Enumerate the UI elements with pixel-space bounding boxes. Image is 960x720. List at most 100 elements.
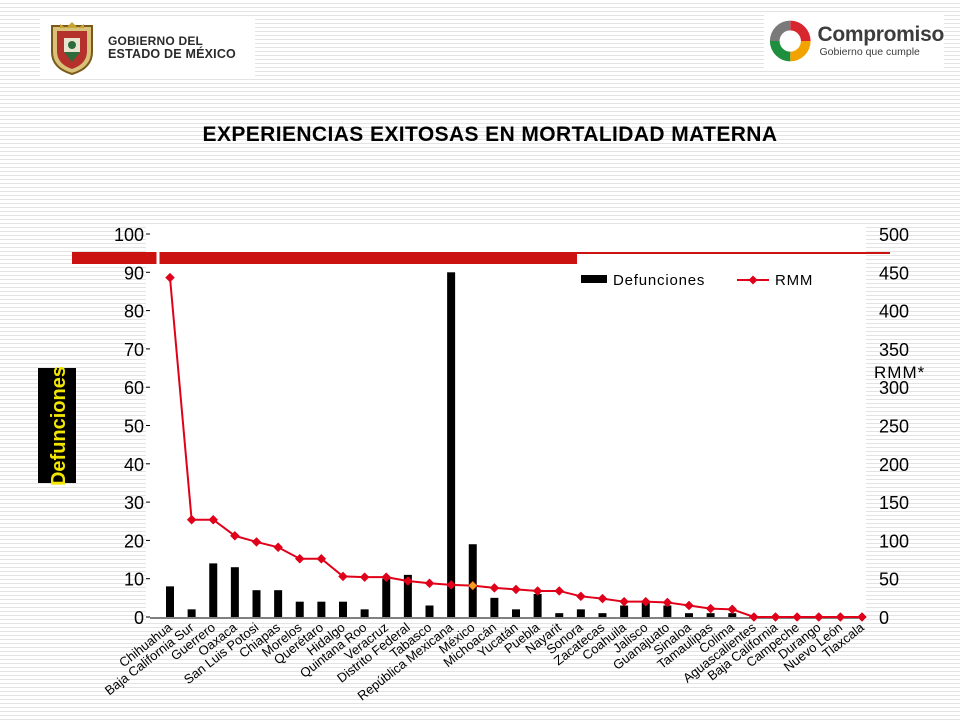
left-tick-label: 40 <box>124 455 144 475</box>
bar-defunciones-5 <box>274 590 283 617</box>
bar-defunciones-9 <box>360 609 369 617</box>
left-axis-title-box <box>38 368 76 483</box>
compromiso-logo: Compromiso Gobierno que cumple <box>764 12 944 70</box>
bar-defunciones-8 <box>339 601 347 617</box>
bar-defunciones-2 <box>209 563 218 617</box>
left-tick-label: 50 <box>124 417 144 437</box>
gov-logo-line2: ESTADO DE MÉXICO <box>108 46 236 61</box>
marker-rmm-25 <box>705 603 716 614</box>
right-tick-label: 100 <box>879 531 909 551</box>
right-tick-label: 500 <box>879 225 909 245</box>
bar-defunciones-0 <box>166 586 174 617</box>
marker-rmm-26 <box>727 604 738 615</box>
bar-defunciones-18 <box>555 613 564 617</box>
legend-swatch-rmm-marker <box>748 275 758 285</box>
right-tick-label: 450 <box>879 263 909 283</box>
bar-defunciones-12 <box>425 605 434 617</box>
marker-rmm-24 <box>684 600 694 611</box>
bar-defunciones-13 <box>447 272 456 617</box>
marker-rmm-1 <box>186 514 197 525</box>
left-axis-title: Defunciones <box>48 366 70 486</box>
marker-rmm-6 <box>294 553 305 564</box>
left-tick-label: 30 <box>124 493 144 513</box>
bar-defunciones-10 <box>382 578 391 617</box>
bar-defunciones-25 <box>706 613 715 617</box>
marker-rmm-13 <box>446 579 456 590</box>
gov-logo-line1: GOBIERNO DEL <box>108 33 204 48</box>
right-tick-label: 400 <box>879 302 909 322</box>
legend-box <box>577 270 832 290</box>
bar-defunciones-15 <box>490 597 499 617</box>
accent-band-thin <box>577 252 890 254</box>
marker-rmm-11 <box>403 576 413 586</box>
bar-defunciones-7 <box>317 601 326 617</box>
brand-name: Compromiso <box>817 23 944 47</box>
compromiso-swirl-icon <box>769 20 811 62</box>
marker-rmm-17 <box>532 586 543 596</box>
bar-defunciones-26 <box>728 613 737 617</box>
marker-rmm-27 <box>749 612 759 622</box>
left-tick-label: 100 <box>114 225 144 245</box>
left-tick-label: 20 <box>124 531 144 551</box>
bar-defunciones-19 <box>576 609 585 617</box>
left-tick-label: 90 <box>124 263 144 283</box>
marker-rmm-16 <box>511 584 521 595</box>
marker-rmm-4 <box>251 537 262 547</box>
legend-label-rmm: RMM <box>775 272 813 289</box>
marker-rmm-10 <box>381 572 392 583</box>
legend-label-defunciones: Defunciones <box>613 272 705 289</box>
brand-tagline: Gobierno que cumple <box>819 45 920 58</box>
bar-defunciones-3 <box>230 567 239 617</box>
marker-rmm-12 <box>424 578 435 589</box>
coat-of-arms-icon <box>51 22 93 76</box>
marker-rmm-15 <box>489 583 500 593</box>
marker-rmm-7 <box>316 553 327 564</box>
plot-area <box>146 226 866 621</box>
marker-rmm-28 <box>770 612 781 622</box>
bar-defunciones-14 <box>468 544 477 617</box>
right-tick-label: 250 <box>879 417 909 437</box>
bar-defunciones-16 <box>512 609 520 617</box>
gobierno-estado-mexico-logo: GOBIERNO DEL ESTADO DE MÉXICO <box>40 18 255 78</box>
bar-defunciones-4 <box>252 590 261 617</box>
right-tick-label: 50 <box>879 570 899 590</box>
right-tick-label: 0 <box>879 608 889 628</box>
bar-defunciones-17 <box>533 594 542 617</box>
bar-defunciones-6 <box>295 601 304 617</box>
marker-rmm-8 <box>338 571 348 582</box>
right-tick-label: 350 <box>879 340 909 360</box>
bar-defunciones-22 <box>641 601 650 617</box>
marker-rmm-19 <box>576 591 586 602</box>
right-tick-label: 150 <box>879 493 909 513</box>
marker-rmm-29 <box>792 612 802 622</box>
marker-rmm-20 <box>597 593 608 604</box>
left-tick-label: 70 <box>124 340 144 360</box>
left-tick-label: 80 <box>124 302 144 322</box>
marker-rmm-22 <box>640 596 651 607</box>
right-tick-label: 200 <box>879 455 909 475</box>
marker-rmm-3 <box>230 530 240 541</box>
right-axis-title: RMM* <box>874 363 925 382</box>
bar-defunciones-24 <box>685 613 693 617</box>
bar-defunciones-20 <box>598 613 607 617</box>
accent-band <box>72 252 577 264</box>
bar-defunciones-21 <box>620 605 629 617</box>
marker-rmm-9 <box>359 572 370 583</box>
marker-rmm-30 <box>813 612 824 622</box>
legend-swatch-defunciones <box>581 275 607 283</box>
bar-defunciones-11 <box>403 574 412 617</box>
marker-rmm-21 <box>619 596 629 607</box>
marker-rmm-5 <box>273 542 283 553</box>
left-tick-label: 0 <box>134 608 144 628</box>
left-tick-label: 10 <box>124 570 144 590</box>
chart-title: EXPERIENCIAS EXITOSAS EN MORTALIDAD MATE… <box>202 123 778 146</box>
bar-defunciones-23 <box>663 605 672 617</box>
marker-rmm-14 <box>467 580 478 591</box>
left-tick-label: 60 <box>124 378 144 398</box>
marker-rmm-32 <box>857 612 867 622</box>
marker-rmm-23 <box>662 597 673 608</box>
marker-rmm-2 <box>208 514 219 525</box>
bar-defunciones-1 <box>187 609 196 617</box>
